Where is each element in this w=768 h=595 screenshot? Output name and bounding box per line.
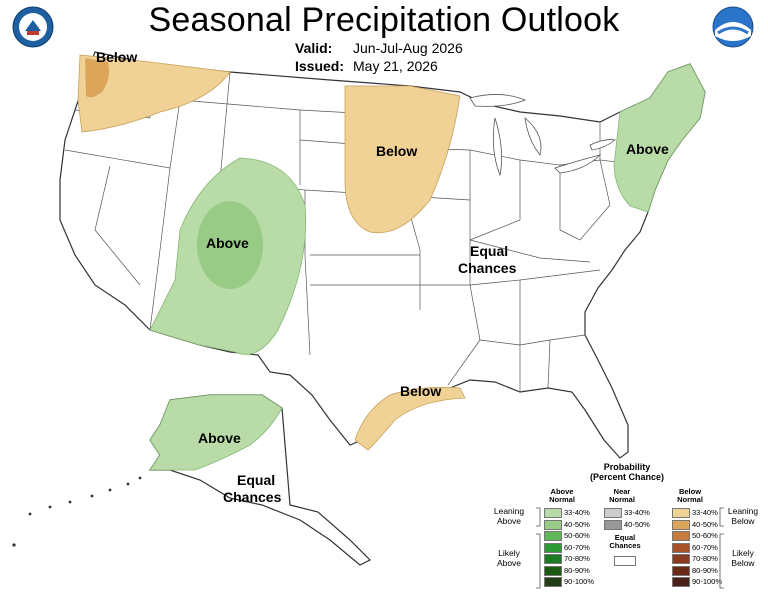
below-normal-header: Below Normal <box>670 488 710 504</box>
above-swatch-label-4: 70-80% <box>564 554 590 563</box>
below-swatch-6 <box>672 577 690 587</box>
equal-chances-swatch <box>614 556 636 566</box>
above-swatch-label-1: 40-50% <box>564 519 590 529</box>
near-swatch-label-0: 33-40% <box>624 508 650 517</box>
below-gulf-area <box>354 386 466 451</box>
label-below-plains: Below <box>376 143 417 159</box>
likely-below-l1: Likely <box>732 548 754 558</box>
above-swatch-4 <box>544 554 562 564</box>
below-swatch-label-0: 33-40% <box>692 508 718 517</box>
above-header-l2: Normal <box>549 495 575 504</box>
leaning-above-label: Leaning Above <box>492 506 526 526</box>
leaning-below-label: Leaning Below <box>724 506 762 526</box>
near-normal-header: Near Normal <box>602 488 642 504</box>
below-swatch-4 <box>672 554 690 564</box>
below-plains-area <box>344 85 461 234</box>
above-swatch-5 <box>544 565 562 576</box>
label-alaska-equal-l1: Equal <box>237 472 275 488</box>
aleutian-islands <box>12 476 142 547</box>
legend-title: Probability (Percent Chance) <box>552 462 702 482</box>
below-swatch-label-3: 60-70% <box>692 542 718 552</box>
below-header-l2: Normal <box>677 495 703 504</box>
leaning-above-l2: Above <box>496 516 522 526</box>
near-swatch-label-1: 40-50% <box>624 519 650 529</box>
above-northeast-area <box>613 63 706 213</box>
below-swatch-label-5: 80-90% <box>692 565 718 575</box>
above-swatch-1 <box>544 519 562 530</box>
label-equal-chances-l2: Chances <box>458 260 517 276</box>
above-swatch-label-0: 33-40% <box>564 508 590 517</box>
above-alaska-area <box>149 394 283 471</box>
below-swatch-5 <box>672 565 690 576</box>
legend-title-line2: (Percent Chance) <box>589 472 665 482</box>
outlook-areas <box>77 54 706 471</box>
noaa-logo-icon <box>712 6 754 48</box>
issued-value: May 21, 2026 <box>353 58 438 74</box>
above-swatch-label-6: 90-100% <box>564 577 595 586</box>
below-swatch-label-4: 70-80% <box>692 554 718 563</box>
label-above-alaska: Above <box>198 430 241 446</box>
equal-chances-l2: Chances <box>609 541 641 550</box>
above-normal-header: Above Normal <box>542 488 582 504</box>
near-swatch-1 <box>604 519 622 530</box>
below-swatch-3 <box>672 542 690 553</box>
legend-title-line1: Probability <box>603 462 651 472</box>
page-title: Seasonal Precipitation Outlook <box>148 1 620 39</box>
likely-below-label: Likely Below <box>724 548 762 568</box>
below-swatch-1 <box>672 519 690 530</box>
great-lakes <box>469 94 616 177</box>
near-header-l1: Near <box>613 487 631 496</box>
above-swatch-2 <box>544 531 562 541</box>
below-northwest-area <box>77 54 231 133</box>
above-swatch-3 <box>544 542 562 553</box>
above-swatch-label-3: 60-70% <box>564 542 590 552</box>
doc-seal-icon <box>12 6 54 48</box>
below-northwest-core <box>85 58 110 98</box>
above-southwest-core <box>197 201 263 289</box>
legend-brackets <box>536 507 724 589</box>
likely-below-l2: Below <box>731 558 755 568</box>
below-swatch-label-1: 40-50% <box>692 519 718 529</box>
below-swatch-label-6: 90-100% <box>692 577 723 586</box>
label-below-gulf: Below <box>400 383 441 399</box>
above-header-l1: Above <box>550 487 574 496</box>
valid-label: Valid: <box>295 40 333 56</box>
above-swatch-0 <box>544 508 562 518</box>
equal-chances-legend-label: Equal Chances <box>604 534 646 550</box>
leaning-above-l1: Leaning <box>493 506 525 516</box>
leaning-below-l1: Leaning <box>727 506 759 516</box>
probability-legend: Probability (Percent Chance) Above Norma… <box>492 462 764 592</box>
near-header-l2: Normal <box>609 495 635 504</box>
above-swatch-6 <box>544 577 562 587</box>
issued-label: Issued: <box>295 58 345 74</box>
below-header-l1: Below <box>678 487 702 496</box>
below-swatch-0 <box>672 508 690 518</box>
below-swatch-2 <box>672 531 690 541</box>
label-above-southwest: Above <box>206 235 249 251</box>
label-alaska-equal-l2: Chances <box>223 489 282 505</box>
below-swatch-label-2: 50-60% <box>692 531 718 540</box>
leaning-below-l2: Below <box>731 516 755 526</box>
label-equal-chances-l1: Equal <box>470 243 508 259</box>
valid-value: Jun-Jul-Aug 2026 <box>353 40 463 56</box>
likely-above-label: Likely Above <box>492 548 526 568</box>
near-swatch-0 <box>604 508 622 518</box>
above-swatch-label-2: 50-60% <box>564 531 590 540</box>
likely-above-l1: Likely <box>498 548 520 558</box>
likely-above-l2: Above <box>496 558 522 568</box>
label-above-northeast: Above <box>626 141 669 157</box>
equal-chances-l1: Equal <box>614 533 636 542</box>
valid-period: Valid: Jun-Jul-Aug 2026 <box>295 40 463 57</box>
label-below-northwest: Below <box>96 49 137 65</box>
above-swatch-label-5: 80-90% <box>564 565 590 575</box>
issued-date: Issued: May 21, 2026 <box>295 58 438 75</box>
